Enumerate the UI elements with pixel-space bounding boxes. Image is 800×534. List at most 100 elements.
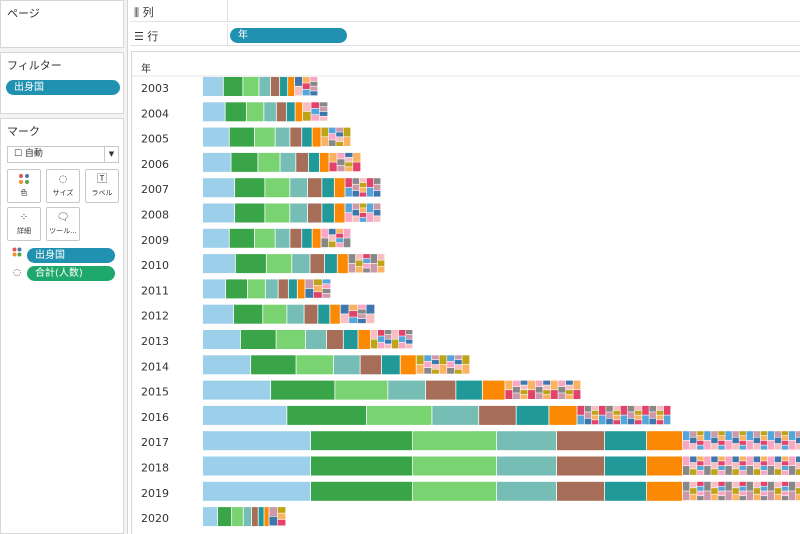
bar-segment[interactable] (413, 456, 497, 476)
bar-segment-small[interactable] (739, 440, 746, 445)
bar-segment-small[interactable] (345, 167, 353, 172)
bar-segment-small[interactable] (774, 456, 782, 463)
bar-segment-small[interactable] (370, 254, 378, 263)
bar-segment-small[interactable] (767, 466, 775, 475)
bar-segment-small[interactable] (416, 364, 424, 374)
bar-segment-small[interactable] (295, 77, 303, 86)
bar-2018[interactable] (203, 456, 800, 476)
bar-segment-small[interactable] (399, 342, 406, 349)
bar-segment-small[interactable] (627, 412, 635, 418)
rows-shelf[interactable]: ☰ 行 年 (130, 24, 800, 46)
bar-segment-small[interactable] (343, 238, 351, 248)
bar-segment-small[interactable] (359, 208, 367, 213)
bar-segment[interactable] (432, 405, 479, 425)
bar-segment-small[interactable] (683, 431, 690, 441)
bar-segment-small[interactable] (462, 355, 470, 365)
filter-pill[interactable]: 出身国 (6, 80, 120, 95)
bar-segment-small[interactable] (336, 132, 343, 137)
columns-shelf[interactable]: ⫼ 列 (130, 0, 800, 22)
bar-segment-small[interactable] (321, 228, 329, 238)
bar-segment-small[interactable] (774, 431, 782, 437)
bar-segment[interactable] (296, 355, 334, 375)
bar-segment-small[interactable] (781, 491, 789, 496)
bar-segment[interactable] (647, 431, 683, 451)
bar-segment-small[interactable] (302, 89, 310, 96)
bar-segment[interactable] (265, 279, 278, 299)
bar-segment[interactable] (358, 330, 371, 349)
bar-segment-small[interactable] (321, 137, 329, 146)
bar-segment-small[interactable] (781, 445, 789, 450)
bar-segment-small[interactable] (319, 116, 328, 121)
bar-segment-small[interactable] (352, 190, 360, 197)
bar-segment-small[interactable] (690, 431, 697, 437)
bar-segment[interactable] (254, 228, 275, 248)
bar-segment-small[interactable] (277, 519, 286, 526)
bar-segment-small[interactable] (328, 235, 336, 241)
bar-segment[interactable] (557, 481, 605, 501)
bar-segment-small[interactable] (528, 380, 536, 390)
bar-segment[interactable] (400, 355, 416, 375)
bar-segment[interactable] (203, 355, 251, 375)
bar-2011[interactable] (203, 279, 331, 299)
bar-segment-small[interactable] (746, 456, 753, 466)
bar-segment-small[interactable] (305, 288, 314, 298)
bar-segment[interactable] (203, 304, 234, 324)
filters-card[interactable]: フィルター 出身国 (0, 52, 124, 114)
bar-segment[interactable] (292, 254, 310, 274)
bar-segment[interactable] (203, 127, 229, 147)
bar-segment-small[interactable] (649, 418, 656, 425)
bar-segment-small[interactable] (599, 415, 606, 425)
bar-segment[interactable] (302, 127, 312, 147)
bar-segment-small[interactable] (753, 431, 761, 437)
bar-segment-small[interactable] (683, 491, 690, 501)
bar-segment-small[interactable] (591, 405, 599, 411)
bar-segment-small[interactable] (683, 466, 690, 475)
bar-segment[interactable] (240, 330, 276, 349)
bar-2016[interactable] (203, 405, 671, 425)
bar-segment[interactable] (296, 152, 309, 172)
bar-segment[interactable] (290, 127, 302, 147)
bar-segment-small[interactable] (302, 83, 310, 90)
bar-segment-small[interactable] (767, 481, 775, 491)
bar-segment[interactable] (243, 507, 252, 527)
bar-segment-small[interactable] (577, 405, 584, 415)
bar-segment[interactable] (223, 77, 243, 96)
bar-segment[interactable] (217, 507, 232, 527)
bar-segment-small[interactable] (573, 390, 581, 399)
size-pill-sum[interactable]: 合計(人数) (27, 266, 115, 281)
bar-segment-small[interactable] (656, 415, 664, 420)
bar-segment[interactable] (497, 456, 557, 476)
bar-segment-small[interactable] (774, 469, 782, 475)
bar-segment-small[interactable] (269, 507, 278, 516)
bar-segment-small[interactable] (725, 456, 732, 466)
bar-segment-small[interactable] (313, 285, 322, 292)
bar-segment[interactable] (229, 228, 254, 248)
bar-segment-small[interactable] (439, 364, 447, 374)
bar-segment-small[interactable] (739, 456, 746, 461)
bar-segment-small[interactable] (565, 380, 573, 385)
bar-segment-small[interactable] (788, 440, 796, 450)
bar-segment[interactable] (280, 77, 288, 96)
bar-segment-small[interactable] (447, 355, 455, 362)
bar-2014[interactable] (203, 355, 470, 375)
bar-segment-small[interactable] (416, 355, 424, 365)
bar-segment-small[interactable] (340, 304, 349, 314)
bar-segment-small[interactable] (718, 491, 725, 496)
bar-segment-small[interactable] (345, 162, 353, 167)
bar-segment-small[interactable] (739, 470, 746, 475)
bar-segment[interactable] (497, 431, 557, 451)
bar-segment[interactable] (319, 152, 329, 172)
bar-segment-small[interactable] (378, 342, 385, 349)
bar-segment-small[interactable] (343, 127, 351, 137)
bar-segment-small[interactable] (311, 114, 320, 121)
bar-segment-small[interactable] (454, 369, 462, 374)
bar-segment-small[interactable] (385, 330, 392, 335)
bar-segment-small[interactable] (767, 431, 775, 441)
bar-segment-small[interactable] (704, 481, 711, 491)
bar-segment[interactable] (557, 431, 605, 451)
bar-segment-small[interactable] (535, 393, 543, 399)
bar-segment-small[interactable] (565, 385, 573, 390)
bar-2006[interactable] (203, 152, 361, 172)
bar-segment-small[interactable] (336, 238, 343, 243)
bar-segment-small[interactable] (795, 494, 800, 501)
